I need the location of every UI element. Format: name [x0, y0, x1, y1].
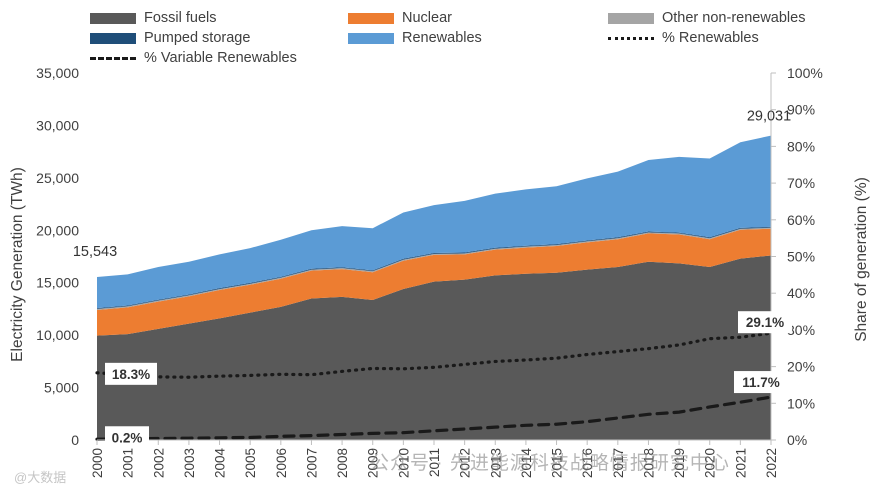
re-start-label: 18.3%	[112, 367, 150, 382]
legend-label: % Variable Renewables	[144, 50, 297, 66]
y-right-tick-label: 100%	[787, 65, 823, 81]
re-end-label: 29.1%	[746, 315, 784, 330]
vre-end-label: 11.7%	[742, 375, 780, 390]
watermark: 公众号 · 先进能源科技战略情报研究中心	[370, 453, 730, 474]
y-left-axis-title: Electricity Generation (TWh)	[9, 167, 26, 362]
vre-start-label-bg	[105, 426, 149, 449]
legend-item-pct-variable-renewables: % Variable Renewables	[90, 50, 348, 66]
legend-item-fossil: Fossil fuels	[90, 10, 348, 26]
watermark-logo: @大数据	[14, 470, 67, 485]
legend-label: Renewables	[402, 30, 482, 46]
y-right-tick-label: 80%	[787, 138, 815, 154]
legend: Fossil fuels Nuclear Other non-renewable…	[90, 8, 850, 68]
y-right-tick-label: 60%	[787, 212, 815, 228]
y-right-tick-label: 70%	[787, 175, 815, 191]
y-right-tick-label: 30%	[787, 322, 815, 338]
end-total-label: 29,031	[747, 109, 791, 125]
start-total-label: 15,543	[73, 244, 117, 260]
x-tick-label: 2007	[304, 448, 319, 478]
area-fossil-fuels	[97, 255, 771, 440]
y-left-tick-label: 5,000	[44, 380, 79, 396]
legend-swatch	[90, 56, 136, 60]
legend-swatch	[90, 32, 136, 44]
x-tick-label: 2018	[641, 448, 656, 478]
y-left-tick-label: 35,000	[36, 65, 79, 81]
x-tick-label: 2004	[213, 448, 228, 479]
percentage-line-layer	[95, 331, 773, 441]
legend-label: Nuclear	[402, 10, 452, 26]
y-right-tick-label: 40%	[787, 285, 815, 301]
area-renewables	[97, 135, 771, 309]
annotation-layer: 15,543 29,031 18.3% 29.1% 0.2% 11.7%	[73, 109, 792, 449]
stacked-area-layer	[97, 135, 771, 440]
line--variable-renewables	[95, 395, 773, 441]
x-tick-label: 2011	[427, 448, 442, 477]
x-tick-label: 2022	[764, 448, 779, 478]
x-tick-label: 2020	[703, 448, 718, 478]
y-left-tick-label: 0	[71, 432, 79, 448]
legend-label: Pumped storage	[144, 30, 251, 46]
y-left-tick-label: 30,000	[36, 117, 79, 133]
legend-swatch	[608, 12, 654, 24]
x-tick-label: 2006	[274, 448, 289, 478]
x-tick-label: 2014	[519, 448, 534, 479]
x-tick-label: 2013	[488, 448, 503, 478]
x-tick-label: 2017	[611, 448, 626, 478]
x-tick-label: 2012	[458, 448, 473, 478]
legend-item-pumped: Pumped storage	[90, 30, 348, 46]
x-tick-label: 2001	[121, 448, 136, 478]
x-tick-label: 2019	[672, 448, 687, 478]
x-tick-label: 2010	[396, 448, 411, 478]
legend-label: Other non-renewables	[662, 10, 806, 26]
y-right-tick-label: 90%	[787, 102, 815, 118]
y-left-tick-label: 25,000	[36, 170, 79, 186]
vre-start-label: 0.2%	[112, 430, 143, 445]
x-tick-label: 2000	[90, 448, 105, 478]
legend-item-renewables: Renewables	[348, 30, 608, 46]
x-tick-label: 2008	[335, 448, 350, 478]
legend-swatch	[608, 36, 654, 40]
y-left-tick-label: 20,000	[36, 222, 79, 238]
line--renewables	[95, 331, 773, 379]
x-tick-label: 2003	[182, 448, 197, 478]
x-tick-label: 2005	[243, 448, 258, 478]
axes-layer: 0 5,000 10,000 15,000 20,000 25,000 30,000 35,0…	[9, 65, 870, 478]
y-left-tick-label: 10,000	[36, 327, 79, 343]
y-right-tick-label: 20%	[787, 359, 815, 375]
legend-swatch	[90, 12, 136, 24]
x-tick-label: 2015	[550, 448, 565, 478]
re-start-label-bg	[105, 362, 157, 385]
area-nuclear	[97, 228, 771, 336]
x-tick-label: 2009	[366, 448, 381, 478]
x-tick-label: 2016	[580, 448, 595, 478]
x-tick-label: 2021	[733, 448, 748, 478]
y-right-tick-label: 10%	[787, 395, 815, 411]
y-right-tick-label: 50%	[787, 249, 815, 265]
y-right-axis-title: Share of generation (%)	[853, 177, 870, 342]
y-left-tick-label: 15,000	[36, 275, 79, 291]
legend-swatch	[348, 32, 394, 44]
legend-item-other: Other non-renewables	[608, 10, 848, 26]
y-right-tick-label: 0%	[787, 432, 807, 448]
x-tick-label: 2002	[151, 448, 166, 478]
vre-end-label-bg	[734, 371, 788, 394]
re-end-label-bg	[738, 311, 792, 334]
legend-label: % Renewables	[662, 30, 759, 46]
legend-label: Fossil fuels	[144, 10, 217, 26]
legend-item-pct-renewables: % Renewables	[608, 30, 848, 46]
legend-swatch	[348, 12, 394, 24]
legend-item-nuclear: Nuclear	[348, 10, 608, 26]
